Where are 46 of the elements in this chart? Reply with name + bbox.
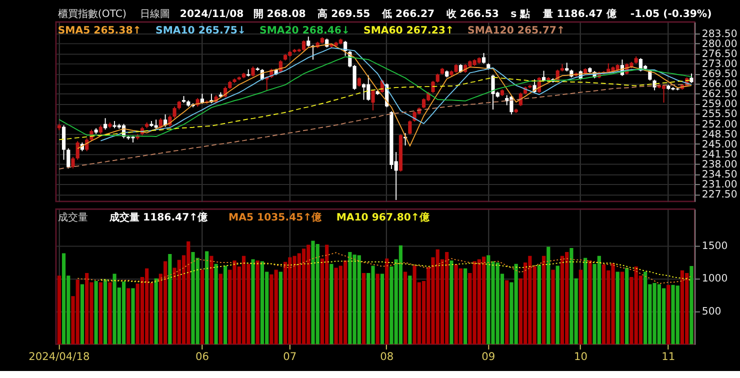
text: 低 266.27 bbox=[380, 8, 435, 20]
y-tick-label: 252.00 bbox=[702, 119, 738, 130]
chart-title: 成交量 bbox=[58, 212, 88, 224]
x-tick-label: 09 bbox=[482, 350, 496, 364]
chart-title: 櫃買指數(OTC) bbox=[58, 8, 126, 20]
text: SMA120 265.77↑ bbox=[468, 26, 565, 37]
y-tick-label: 248.50 bbox=[702, 129, 738, 140]
text: 量 1186.47 億 bbox=[542, 8, 618, 20]
y-tick-label: 255.50 bbox=[702, 109, 738, 120]
y-tick-label: 283.50 bbox=[702, 28, 738, 40]
text: SMA20 268.46↓ bbox=[260, 26, 350, 37]
x-tick-label: 08 bbox=[380, 350, 394, 364]
text: MA5 1035.45↑億 bbox=[228, 212, 323, 224]
y-tick-label: 231.00 bbox=[702, 180, 738, 191]
y-tick-label: 276.50 bbox=[702, 48, 738, 60]
text: 2024/11/08 bbox=[180, 9, 244, 20]
chart-subtitle: 日線圖 bbox=[140, 9, 170, 20]
y-tick-label: 245.00 bbox=[702, 139, 738, 150]
y-tick-label: 238.00 bbox=[702, 159, 738, 170]
x-tick-label: 10 bbox=[574, 350, 588, 364]
x-tick-label: 2024/04/18 bbox=[28, 350, 90, 364]
text: 高 269.55 bbox=[318, 8, 370, 20]
text: SMA10 265.75↓ bbox=[156, 26, 246, 37]
y-tick-label: 500 bbox=[702, 306, 722, 318]
y-tick-label: 227.50 bbox=[702, 190, 738, 201]
text: 開 268.08 bbox=[253, 8, 306, 20]
text: -1.05 (-0.39%) bbox=[630, 9, 712, 20]
x-tick-label: 06 bbox=[195, 350, 210, 364]
y-tick-label: 241.50 bbox=[702, 149, 738, 160]
text: 成交量 1186.47↑億 bbox=[108, 212, 209, 224]
y-tick-label: 269.50 bbox=[702, 69, 738, 80]
text: s 點 bbox=[510, 8, 530, 20]
text: MA10 967.80↑億 bbox=[336, 212, 430, 224]
text: SMA5 265.38↑ bbox=[58, 26, 142, 37]
x-tick-label: 07 bbox=[283, 350, 297, 364]
y-tick-label: 280.00 bbox=[702, 38, 738, 50]
y-tick-label: 262.50 bbox=[702, 89, 738, 100]
text: SMA60 267.23↑ bbox=[364, 26, 454, 37]
x-tick-label: 11 bbox=[662, 350, 676, 364]
y-tick-label: 266.00 bbox=[702, 79, 738, 90]
y-tick-label: 259.00 bbox=[702, 99, 738, 110]
y-tick-label: 234.50 bbox=[702, 170, 738, 181]
y-tick-label: 1500 bbox=[702, 240, 728, 252]
text: 收 266.53 bbox=[446, 8, 499, 20]
y-tick-label: 273.00 bbox=[702, 58, 738, 70]
y-tick-label: 1000 bbox=[702, 274, 728, 285]
